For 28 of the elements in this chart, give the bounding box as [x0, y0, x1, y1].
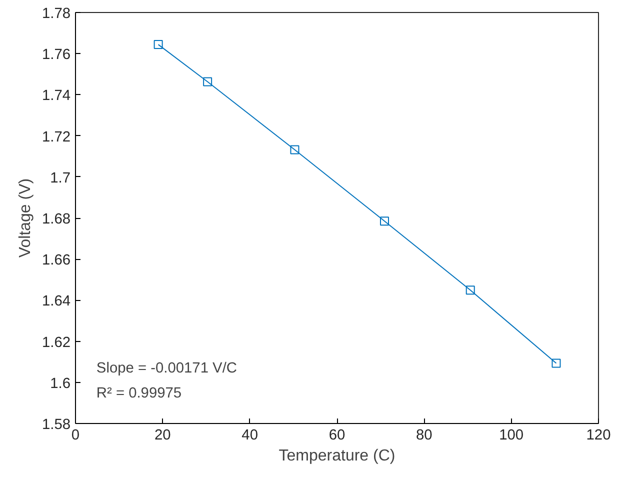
y-tick-label: 1.72: [42, 129, 71, 146]
y-tick-label: 1.74: [42, 88, 71, 104]
y-tick-label: 1.7: [50, 170, 70, 186]
y-tick-label: 1.62: [42, 334, 71, 351]
point: [380, 216, 390, 226]
y-tick-label: 1.76: [42, 47, 71, 64]
y-tick-label: 1.68: [42, 212, 71, 228]
x-tick-label: 0: [71, 428, 80, 444]
y-tick-label: 1.6: [50, 376, 70, 392]
point: [290, 145, 300, 154]
x-tick-label: 80: [416, 428, 432, 444]
point: [154, 40, 163, 50]
y-tick-label: 1.64: [42, 294, 71, 310]
annotation: Slope = -0.00171 V/C: [96, 360, 238, 376]
point: [466, 286, 475, 295]
x-tick-label: 40: [242, 428, 258, 444]
x-tick-label: 20: [154, 428, 171, 444]
y-tick-label: 1.78: [42, 6, 71, 22]
y-tick-label: 1.66: [42, 252, 71, 269]
x-tick-label: 100: [499, 428, 524, 444]
x-tick-label: 120: [586, 428, 611, 444]
y-axis-title: Voltage (V): [16, 178, 34, 258]
point: [552, 358, 561, 368]
point: [203, 77, 212, 86]
y-tick-label: 1.58: [42, 417, 71, 433]
x-axis-title: Temperature (C): [278, 448, 396, 464]
x-tick-label: 60: [328, 428, 346, 444]
annotation: R² = 0.99975: [96, 385, 182, 402]
